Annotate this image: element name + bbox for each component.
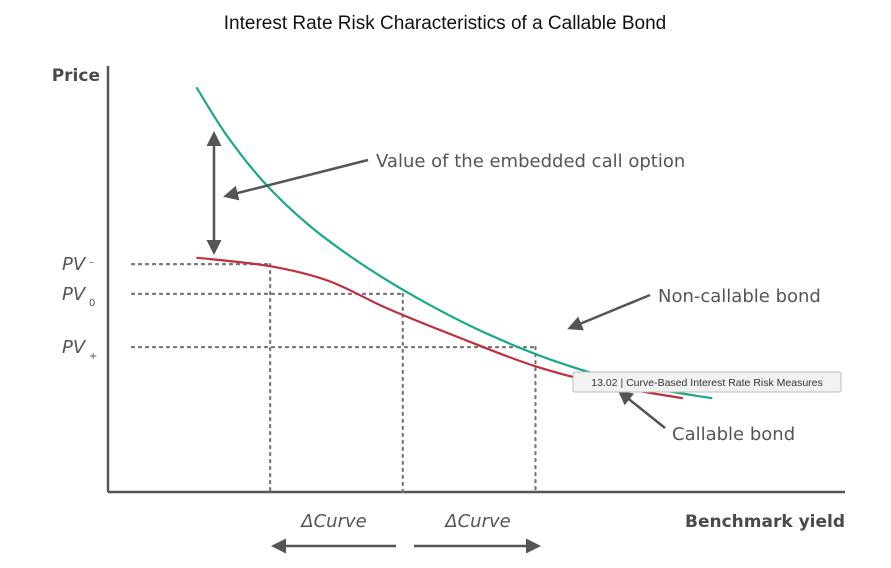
- tooltip: 13.02 | Curve-Based Interest Rate Risk M…: [572, 371, 842, 393]
- option-value-label: Value of the embedded call option: [376, 151, 685, 172]
- pv-level-label-0: PV: [62, 254, 87, 275]
- pv-level-subscript-2: +: [89, 351, 97, 362]
- pv-reference-levels: PV –PV 0PV +: [62, 254, 537, 494]
- option-value-pointer: [223, 158, 369, 201]
- chart-title: Interest Rate Risk Characteristics of a …: [224, 13, 666, 34]
- tooltip-text: 13.02 | Curve-Based Interest Rate Risk M…: [591, 377, 823, 389]
- noncallable-label: Non-callable bond: [658, 286, 821, 307]
- pv-level-label-1: PV: [62, 284, 87, 305]
- delta-curve-left-label: ΔCurve: [299, 511, 366, 532]
- pv-level-label-2: PV: [62, 337, 87, 358]
- callable-label: Callable bond: [672, 424, 795, 445]
- pv-level-subscript-0: –: [89, 257, 94, 268]
- x-axis-label: Benchmark yield: [685, 512, 845, 532]
- tooltip-box: [572, 371, 842, 393]
- delta-curve-right-label: ΔCurve: [443, 511, 510, 532]
- y-axis-label: Price: [52, 66, 100, 86]
- noncallable-bond-curve: [195, 86, 713, 400]
- callable-pointer: [617, 390, 666, 429]
- pv-level-subscript-1: 0: [89, 298, 95, 309]
- noncallable-pointer: [567, 293, 651, 331]
